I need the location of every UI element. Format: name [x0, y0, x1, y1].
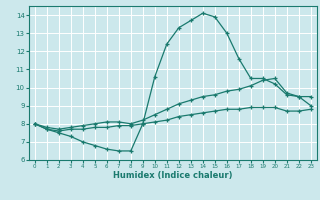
X-axis label: Humidex (Indice chaleur): Humidex (Indice chaleur) [113, 171, 233, 180]
